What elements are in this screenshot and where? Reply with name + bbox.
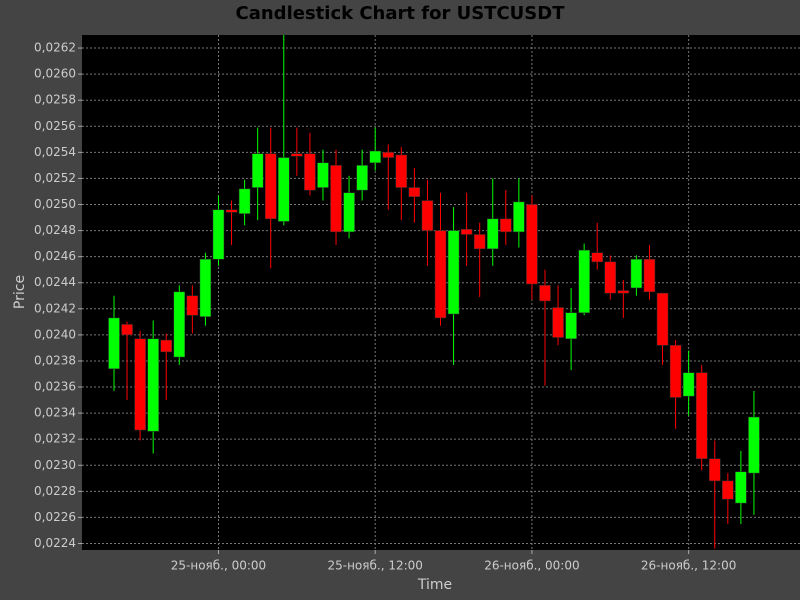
- candle-body: [264, 153, 277, 220]
- candle-body: [643, 259, 656, 293]
- candle-body: [408, 187, 421, 197]
- candle-body: [434, 230, 447, 319]
- y-tick-label: 0,0252: [34, 171, 76, 185]
- y-tick-label: 0,0262: [34, 41, 76, 55]
- candle-body: [735, 471, 747, 504]
- candle-body: [748, 416, 760, 474]
- candle-body: [395, 154, 408, 188]
- candle-body: [278, 157, 290, 222]
- y-tick-label: 0,0256: [34, 119, 76, 133]
- y-tick-label: 0,0244: [34, 275, 76, 289]
- candle-body: [317, 162, 329, 188]
- candle-body: [695, 372, 708, 459]
- y-tick-label: 0,0226: [34, 510, 76, 524]
- candle-body: [617, 290, 630, 294]
- candle-body: [578, 249, 590, 313]
- candle-body: [356, 165, 368, 191]
- y-tick-label: 0,0230: [34, 458, 76, 472]
- y-tick-label: 0,0234: [34, 406, 76, 420]
- y-tick-label: 0,0224: [34, 536, 76, 550]
- candle-body: [682, 372, 695, 397]
- candle-body: [591, 252, 603, 263]
- candle-body: [709, 458, 721, 482]
- candle-body: [473, 234, 486, 250]
- candle-body: [304, 153, 316, 191]
- candle-body: [186, 295, 199, 316]
- y-tick-label: 0,0258: [34, 93, 76, 107]
- candle-body: [212, 209, 225, 260]
- y-tick-label: 0,0228: [34, 484, 76, 498]
- y-tick-label: 0,0254: [34, 145, 76, 159]
- candle-body: [630, 259, 643, 289]
- candle-body: [291, 153, 303, 157]
- candle-body: [108, 317, 120, 370]
- x-tick-label: 26-нояб., 00:00: [484, 559, 579, 573]
- candle-body: [460, 229, 473, 235]
- y-tick-label: 0,0232: [34, 432, 76, 446]
- y-tick-label: 0,0250: [34, 197, 76, 211]
- candle-body: [486, 218, 499, 250]
- candle-body: [552, 307, 564, 338]
- x-tick-label: 25-нояб., 12:00: [327, 559, 422, 573]
- x-tick-label: 26-нояб., 12:00: [641, 559, 736, 573]
- y-tick-label: 0,0260: [34, 67, 76, 81]
- y-tick-label: 0,0246: [34, 249, 76, 263]
- candle-body: [722, 480, 734, 500]
- candle-body: [121, 324, 133, 336]
- candle-body: [369, 150, 381, 164]
- x-axis-label: Time: [417, 577, 452, 593]
- candle-body: [251, 153, 264, 188]
- y-tick-label: 0,0240: [34, 327, 76, 341]
- candle-body: [160, 339, 172, 353]
- candle-body: [513, 201, 525, 233]
- y-tick-label: 0,0242: [34, 301, 76, 315]
- candle-body: [199, 259, 212, 317]
- candle-body: [669, 345, 682, 398]
- y-tick-label: 0,0236: [34, 380, 76, 394]
- y-axis-label: Price: [12, 275, 28, 309]
- candle-body: [238, 188, 251, 214]
- candle-body: [447, 230, 460, 315]
- candle-body: [421, 200, 434, 231]
- candle-body: [539, 285, 551, 302]
- candle-body: [382, 152, 395, 158]
- candle-body: [134, 338, 146, 431]
- x-tick-label: 25-нояб., 00:00: [171, 559, 266, 573]
- candle-body: [656, 292, 669, 346]
- candle-body: [225, 209, 238, 213]
- y-tick-label: 0,0238: [34, 353, 76, 367]
- candle-body: [500, 218, 512, 233]
- candle-body: [173, 291, 186, 358]
- candle-body: [565, 312, 577, 340]
- candle-body: [526, 204, 538, 285]
- candle-body: [604, 261, 617, 294]
- chart-title: Candlestick Chart for USTCUSDT: [236, 3, 566, 24]
- candle-body: [147, 338, 159, 432]
- y-tick-label: 0,0248: [34, 223, 76, 237]
- candle-body: [330, 165, 342, 233]
- candle-body: [343, 192, 355, 233]
